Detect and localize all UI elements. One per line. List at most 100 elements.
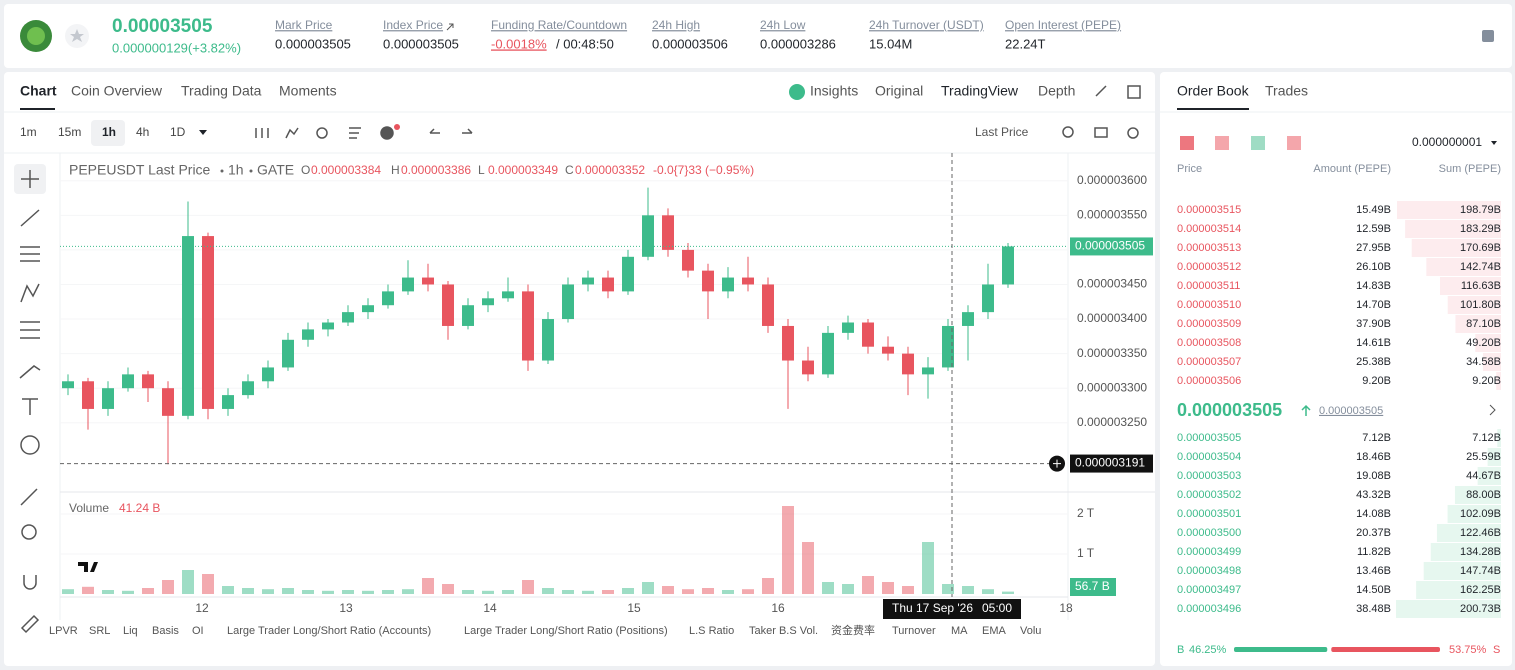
- chart-tab[interactable]: Trading Data: [181, 83, 262, 99]
- symbol-label: PEPEUSDT Last Price: [69, 162, 211, 178]
- volume-bar: [382, 590, 394, 594]
- indicator-tab[interactable]: Large Trader Long/Short Ratio (Accounts): [227, 625, 431, 637]
- candle-body: [422, 277, 434, 285]
- crosshair-time-badge: [883, 599, 1021, 619]
- indicator-tab[interactable]: Liq: [123, 625, 138, 637]
- indicator-tab[interactable]: L.S Ratio: [689, 625, 734, 637]
- candle-body: [602, 277, 614, 292]
- indicator-tab[interactable]: SRL: [89, 625, 110, 637]
- indicator-tab[interactable]: Large Trader Long/Short Ratio (Positions…: [464, 625, 668, 637]
- order-price[interactable]: 0.000003512: [1177, 261, 1241, 273]
- order-book-tab[interactable]: Order Book: [1177, 83, 1250, 99]
- price-type-select[interactable]: Last Price: [975, 125, 1029, 139]
- order-amount: 38.48B: [1356, 603, 1391, 615]
- order-price[interactable]: 0.000003499: [1177, 546, 1241, 558]
- order-price[interactable]: 0.000003513: [1177, 242, 1241, 254]
- indicator-tab[interactable]: EMA: [982, 625, 1007, 637]
- order-price[interactable]: 0.000003514: [1177, 223, 1241, 235]
- indicator-tab[interactable]: MA: [951, 625, 968, 637]
- chart-tab[interactable]: Coin Overview: [71, 83, 163, 99]
- candle-body: [942, 325, 954, 368]
- volume-bar: [162, 580, 174, 594]
- indicator-tab[interactable]: Volu: [1020, 625, 1041, 637]
- view-tab[interactable]: Insights: [810, 83, 858, 99]
- order-price[interactable]: 0.000003508: [1177, 337, 1241, 349]
- order-amount: 18.46B: [1356, 451, 1391, 463]
- order-sum: 198.79B: [1460, 204, 1501, 216]
- volume-bar: [842, 584, 854, 594]
- candle-body: [442, 284, 454, 326]
- interval-button[interactable]: 15m: [58, 125, 81, 139]
- ohlc-key: H: [391, 163, 400, 177]
- ohlc-value: 0.000003352: [575, 163, 645, 177]
- order-price[interactable]: 0.000003515: [1177, 204, 1241, 216]
- volume-bar: [622, 588, 634, 594]
- volume-bar: [702, 588, 714, 594]
- chart-tab[interactable]: Chart: [20, 83, 57, 99]
- interval-button[interactable]: 1D: [170, 125, 186, 139]
- volume-bar: [62, 589, 74, 594]
- order-price[interactable]: 0.000003503: [1177, 470, 1241, 482]
- ohlc-value: 0.000003349: [488, 163, 558, 177]
- indicator-tab[interactable]: Basis: [152, 625, 179, 637]
- view-tab[interactable]: Depth: [1038, 83, 1075, 99]
- ai-icon: [789, 84, 805, 100]
- order-price[interactable]: 0.000003506: [1177, 375, 1241, 387]
- order-price[interactable]: 0.000003497: [1177, 584, 1241, 596]
- view-tab[interactable]: TradingView: [941, 83, 1019, 99]
- drawing-tools[interactable]: [14, 164, 46, 634]
- tab-underline: [1177, 108, 1249, 110]
- indicator-tab[interactable]: Taker B.S Vol.: [749, 625, 818, 637]
- volume-value: 41.24 B: [119, 501, 160, 515]
- order-price[interactable]: 0.000003500: [1177, 527, 1241, 539]
- candle-body: [762, 284, 774, 326]
- order-price[interactable]: 0.000003510: [1177, 299, 1241, 311]
- indicator-tab[interactable]: 资金费率: [831, 623, 875, 637]
- order-price[interactable]: 0.000003507: [1177, 356, 1241, 368]
- order-price[interactable]: 0.000003511: [1177, 280, 1240, 292]
- order-price[interactable]: 0.000003504: [1177, 451, 1241, 463]
- stat-value: 22.24T: [1005, 36, 1046, 51]
- volume-bar: [282, 588, 294, 594]
- interval-button[interactable]: 1m: [20, 125, 37, 139]
- indicator-tab[interactable]: OI: [192, 625, 204, 637]
- ohlc-value: 0.000003386: [401, 163, 471, 177]
- candle-body: [262, 367, 274, 382]
- indicator-tab[interactable]: Turnover: [892, 625, 936, 637]
- volume-bar: [262, 589, 274, 594]
- order-price[interactable]: 0.000003502: [1177, 489, 1241, 501]
- trades-tab[interactable]: Trades: [1265, 83, 1308, 99]
- order-price[interactable]: 0.000003505: [1177, 432, 1241, 444]
- candle-body: [922, 367, 934, 375]
- volume-bar: [542, 588, 554, 594]
- notes-icon[interactable]: [1482, 30, 1494, 42]
- order-amount: 13.46B: [1356, 565, 1391, 577]
- stat-label: Funding Rate/Countdown: [491, 18, 627, 32]
- tick-size-select[interactable]: 0.000000001: [1412, 135, 1482, 149]
- volume-bar: [422, 578, 434, 594]
- chart-tab[interactable]: Moments: [279, 83, 337, 99]
- order-price[interactable]: 0.000003496: [1177, 603, 1241, 615]
- candle-body: [302, 329, 314, 340]
- order-price[interactable]: 0.000003501: [1177, 508, 1241, 520]
- order-price[interactable]: 0.000003509: [1177, 318, 1241, 330]
- interval-button[interactable]: 4h: [136, 125, 149, 139]
- order-book-layout-icons[interactable]: [1180, 136, 1301, 150]
- candle-body: [162, 388, 174, 416]
- stat-value: 0.000003506: [652, 36, 728, 51]
- interval-button[interactable]: 1h: [102, 125, 116, 139]
- order-amount: 12.59B: [1356, 223, 1391, 235]
- volume-bar: [142, 588, 154, 594]
- view-tab[interactable]: Original: [875, 83, 923, 99]
- candle-body: [522, 291, 534, 361]
- ohlc-value: 0.000003384: [311, 163, 381, 177]
- tv-logo: [74, 557, 104, 577]
- indicator-tab[interactable]: LPVR: [49, 625, 78, 637]
- depth-bar: [1396, 600, 1501, 618]
- chart-tools[interactable]: [255, 85, 1141, 140]
- order-price[interactable]: 0.000003498: [1177, 565, 1241, 577]
- depth-bar: [1497, 429, 1501, 447]
- volume-bar: [1002, 591, 1014, 594]
- order-sum: 49.20B: [1466, 337, 1501, 349]
- volume-bar: [322, 590, 334, 594]
